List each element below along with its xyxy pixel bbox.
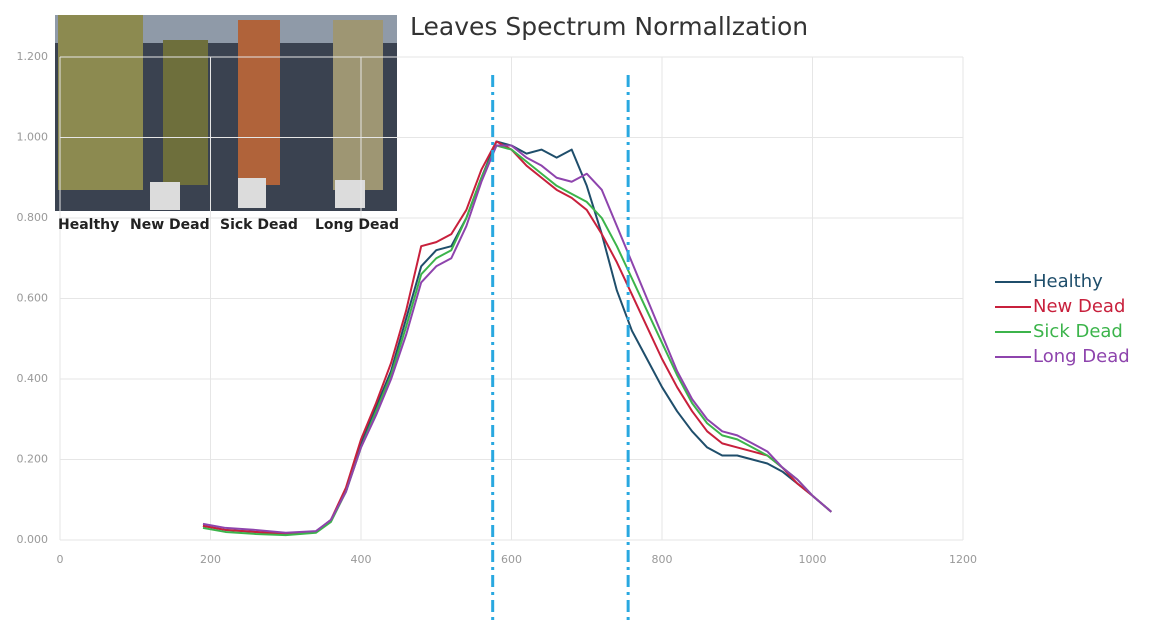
legend-label: New Dead: [1033, 296, 1125, 317]
y-tick-label: 0.400: [17, 372, 49, 385]
photo-bundle: [58, 15, 143, 190]
photo-tag: [238, 178, 266, 208]
photo-caption-bg: [55, 211, 397, 239]
photo-tag: [335, 180, 365, 208]
photo-label: Sick Dead: [220, 217, 298, 233]
photo-bundle: [333, 20, 383, 190]
photo-label: New Dead: [130, 217, 210, 233]
x-tick-label: 400: [351, 553, 372, 566]
y-tick-label: 1.000: [17, 131, 49, 144]
photo-bundle: [238, 20, 280, 185]
x-tick-label: 800: [652, 553, 673, 566]
x-tick-label: 1200: [949, 553, 977, 566]
legend-label: Healthy: [1033, 271, 1103, 292]
x-tick-label: 200: [200, 553, 221, 566]
y-tick-label: 0.600: [17, 292, 49, 305]
photo-bundle: [163, 40, 208, 185]
y-tick-label: 0.800: [17, 211, 49, 224]
photo-label: Healthy: [58, 217, 119, 233]
x-tick-label: 1000: [799, 553, 827, 566]
y-tick-label: 1.200: [17, 50, 49, 63]
photo-label: Long Dead: [315, 217, 399, 233]
chart-title: Leaves Spectrum Normallzation: [410, 12, 808, 41]
y-tick-label: 0.200: [17, 453, 49, 466]
y-tick-label: 0.000: [17, 533, 49, 546]
series-line: [202, 140, 832, 535]
legend-label: Sick Dead: [1033, 321, 1123, 342]
legend-label: Long Dead: [1033, 346, 1130, 367]
x-tick-label: 0: [57, 553, 64, 566]
series-line: [202, 144, 832, 534]
x-tick-label: 600: [501, 553, 522, 566]
photo-inset: [55, 15, 397, 239]
photo-tag: [150, 182, 180, 210]
